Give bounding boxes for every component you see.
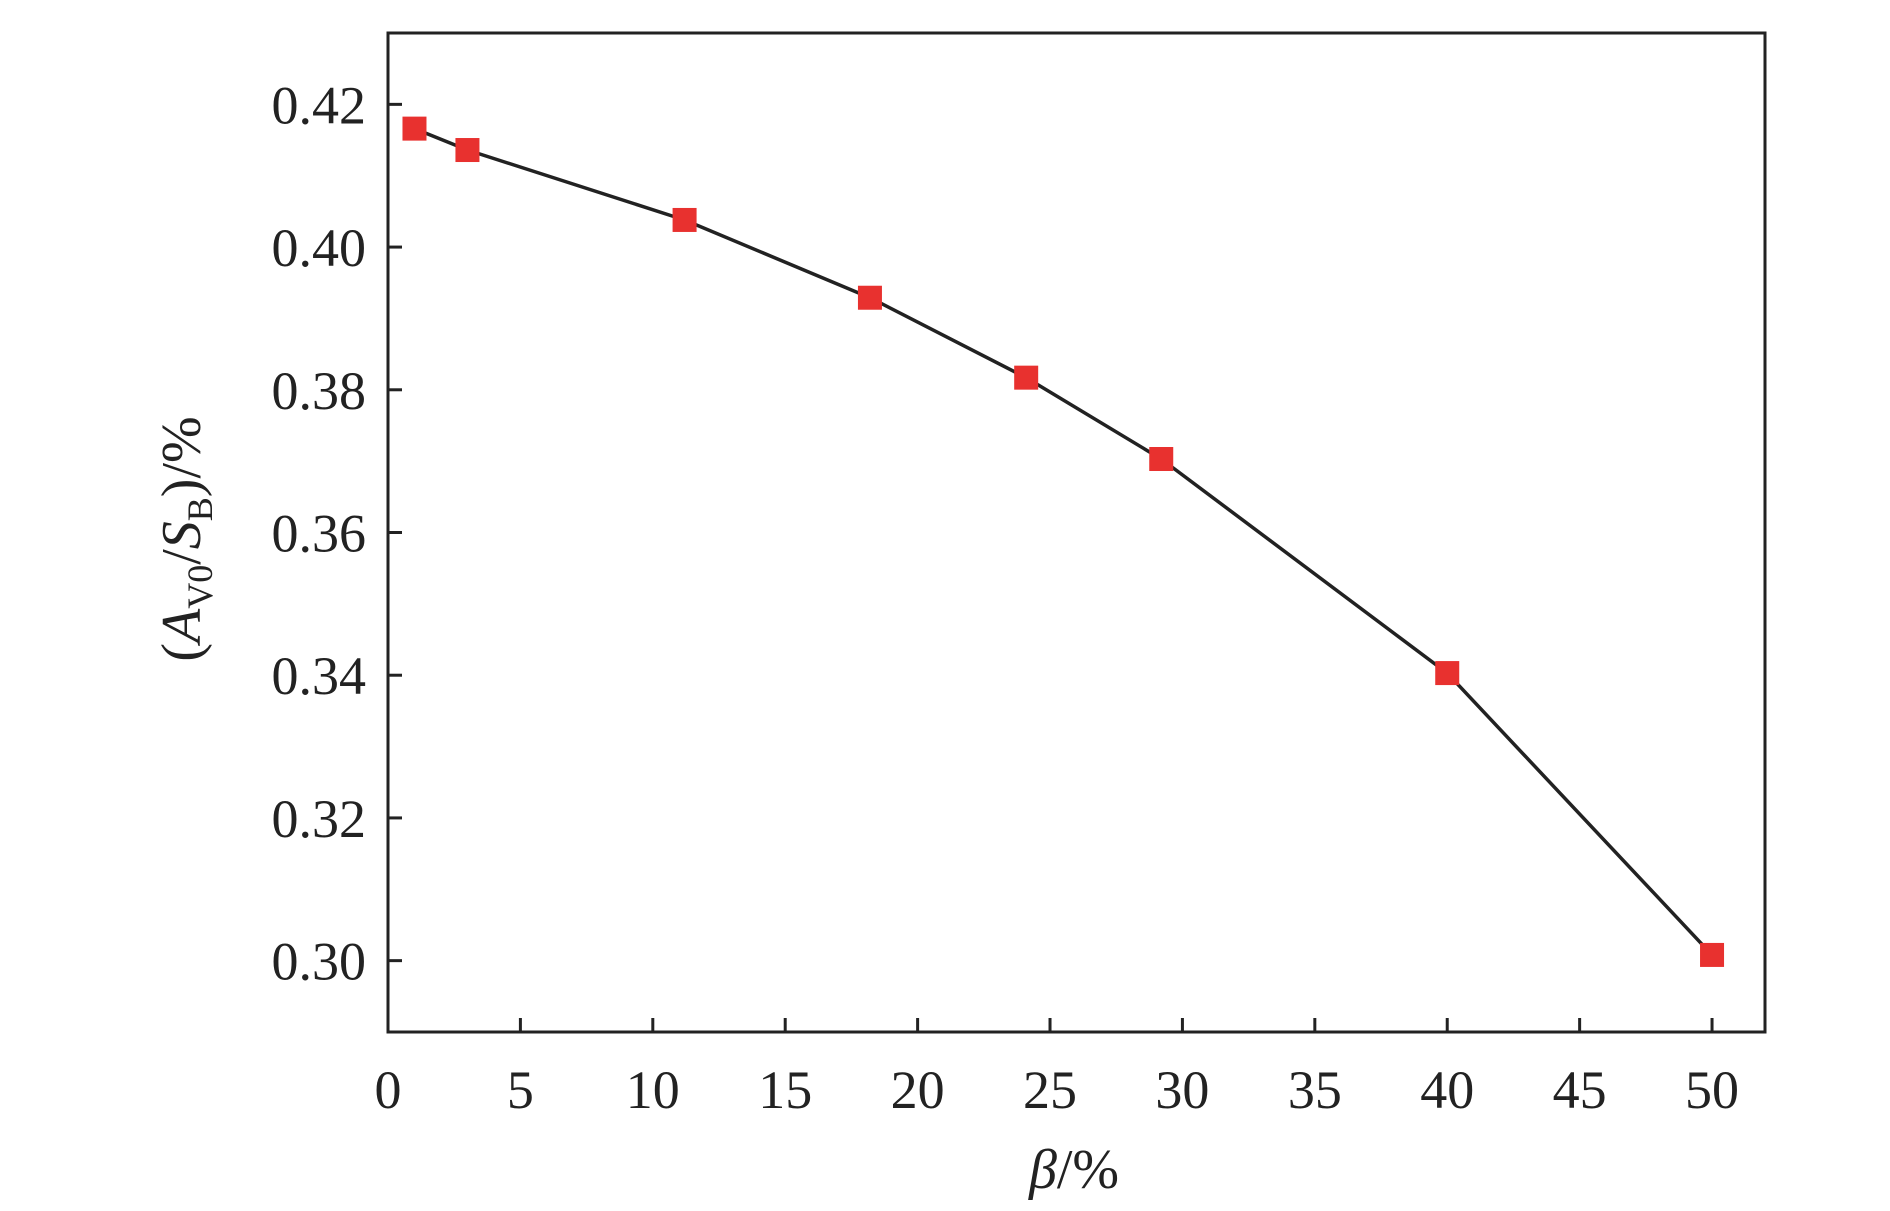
data-point-marker <box>857 285 882 310</box>
y-tick-label: 0.32 <box>272 789 367 849</box>
data-point-marker <box>1014 365 1039 390</box>
y-tick-label: 0.30 <box>272 932 367 992</box>
y-axis-title: (AV0/SB)/% <box>151 416 220 661</box>
x-tick-label: 10 <box>626 1060 680 1120</box>
x-tick-label: 30 <box>1155 1060 1209 1120</box>
y-title-a: A <box>151 608 213 647</box>
data-point-marker <box>1149 447 1174 472</box>
y-tick-label: 0.42 <box>272 75 367 135</box>
y-tick-label: 0.36 <box>272 504 367 564</box>
x-tick-label: 15 <box>758 1060 812 1120</box>
y-title-s-subscript: B <box>180 497 220 521</box>
y-title-s: S <box>151 521 213 549</box>
series-line <box>413 126 1714 957</box>
y-tick-label: 0.40 <box>272 218 367 278</box>
x-tick-label: 45 <box>1553 1060 1607 1120</box>
data-point-marker <box>402 116 427 141</box>
data-point-marker <box>672 207 697 232</box>
x-tick-label: 5 <box>507 1060 534 1120</box>
x-axis-title: β/% <box>1028 1139 1119 1201</box>
y-tick-label: 0.38 <box>272 361 367 421</box>
x-title-unit: /% <box>1057 1139 1119 1201</box>
x-tick-label: 20 <box>891 1060 945 1120</box>
y-title-a-subscript: V0 <box>180 565 220 609</box>
y-title-close: )/% <box>151 416 213 497</box>
x-tick-label: 0 <box>375 1060 402 1120</box>
data-point-marker <box>455 138 480 163</box>
data-point-marker <box>1700 942 1725 967</box>
x-tick-label: 40 <box>1420 1060 1474 1120</box>
x-title-symbol: β <box>1028 1139 1057 1201</box>
data-point-marker <box>1435 661 1460 686</box>
y-tick-label: 0.34 <box>272 646 367 706</box>
y-title-open: ( <box>151 643 213 662</box>
x-tick-label: 50 <box>1685 1060 1739 1120</box>
series-layer <box>402 116 1725 967</box>
x-axis-ticks: 0 5 10 15 20 25 30 35 40 45 50 <box>375 1018 1739 1120</box>
x-tick-label: 35 <box>1288 1060 1342 1120</box>
plot-frame <box>386 31 1767 1034</box>
x-tick-label: 25 <box>1023 1060 1077 1120</box>
y-title-slash: / <box>151 549 213 565</box>
y-axis-ticks: 0.30 0.32 0.34 0.36 0.38 0.40 0.42 <box>272 75 402 992</box>
